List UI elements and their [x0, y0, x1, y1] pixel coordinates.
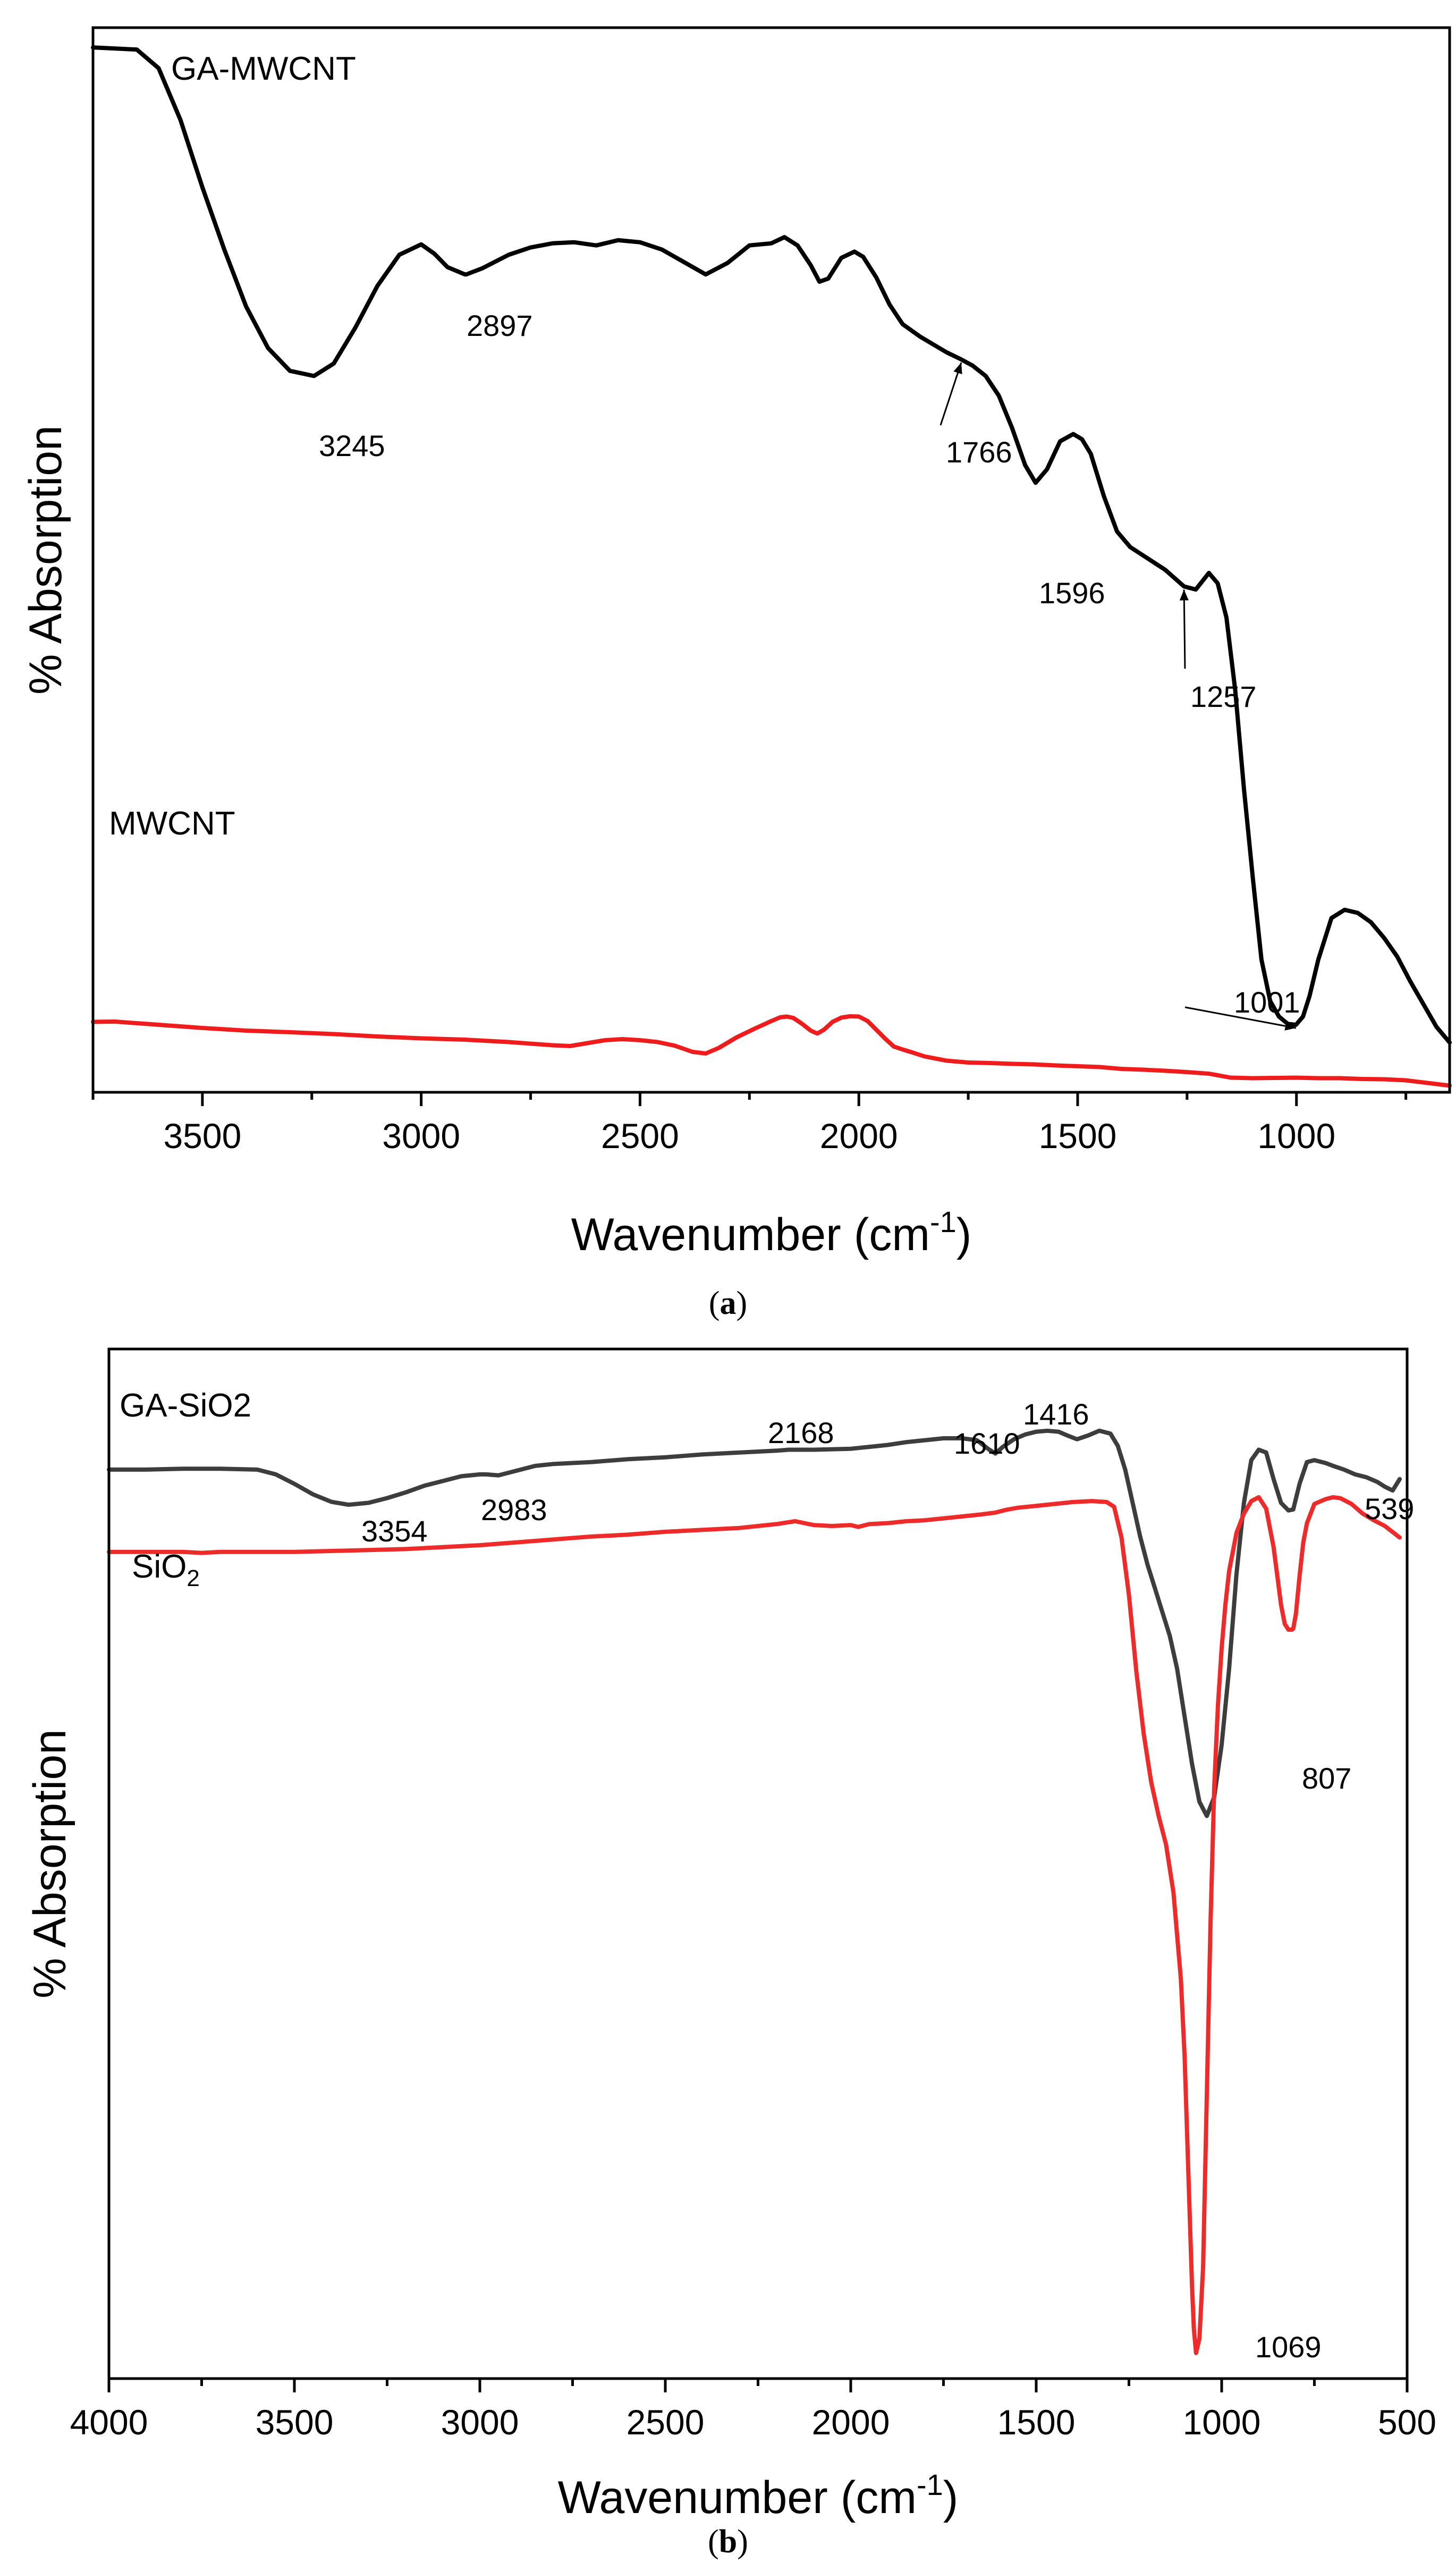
panel-b-x-tick-label-4000: 4000 [70, 2402, 148, 2442]
panel-b-x-axis-label-end: ) [943, 2472, 959, 2523]
annotation-arrowhead-1766 [953, 362, 962, 375]
panel-b-series-line-sio2 [107, 1495, 1402, 2355]
peak-label-1069: 1069 [1255, 2330, 1322, 2364]
panel-a-x-tick-label-1000: 1000 [1257, 1116, 1335, 1156]
panel-a-x-tick-label-2500: 2500 [601, 1116, 679, 1156]
panel-b-x-axis-label-superscript: -1 [917, 2468, 943, 2501]
panel-b-x-tick-label-500: 500 [1378, 2402, 1436, 2442]
peak-label-2983: 2983 [481, 1493, 547, 1527]
panel-a-y-axis-label: % Absorption [20, 425, 71, 695]
panel-a-x-tick-label-2000: 2000 [820, 1116, 898, 1156]
peak-label-1766: 1766 [946, 435, 1012, 469]
annotation-arrow-1257 [1183, 589, 1186, 669]
panel-a-x-axis-label-end: ) [956, 1209, 972, 1260]
peak-label-1596: 1596 [1039, 576, 1105, 610]
peak-label-1610: 1610 [954, 1427, 1020, 1460]
annotation-arrowhead-1257 [1179, 589, 1189, 601]
panel-b-x-tick-label-3500: 3500 [256, 2402, 334, 2442]
panel-a-caption-letter: a [720, 1285, 737, 1321]
panel-b-caption: (b) [708, 2524, 748, 2560]
peak-label-2897: 2897 [467, 309, 533, 342]
panel-a-x-axis-label-main: Wavenumber (cm [571, 1209, 930, 1260]
panel-b-series-line-ga-sio2 [107, 1428, 1402, 1818]
panel-b-series-label-ga-sio2: GA-SiO2 [120, 1387, 251, 1424]
panel-b-x-axis-label: Wavenumber (cm-1) [558, 2468, 959, 2523]
panel-a-x-tick-label-3500: 3500 [163, 1116, 241, 1156]
panel-b-x-axis-label-main: Wavenumber (cm [558, 2472, 917, 2523]
peak-label-2168: 2168 [768, 1416, 834, 1449]
panel-a-x-axis-label: Wavenumber (cm-1) [571, 1205, 972, 1260]
peak-label-1257: 1257 [1190, 680, 1257, 713]
panel-b-x-tick-label-1000: 1000 [1183, 2402, 1261, 2442]
panel-a-x-tick-label-3000: 3000 [382, 1116, 460, 1156]
panel-a-series-line-mwcnt [91, 1014, 1452, 1088]
annotation-arrow-1001 [1184, 1006, 1297, 1029]
panel-a-series-line-ga-mwcnt [91, 45, 1452, 1045]
panel-a: 3245 2897 1766 1596 1257 1001 3500 3000 2500 200… [20, 26, 1452, 1321]
panel-b-y-axis-label: % Absorption [24, 1729, 75, 1999]
peak-label-3245: 3245 [319, 429, 385, 462]
panel-b-x-tick-label-2500: 2500 [627, 2402, 705, 2442]
panel-b-caption-letter: b [719, 2524, 737, 2560]
peak-label-1001: 1001 [1234, 985, 1300, 1019]
panel-a-x-tick-label-1500: 1500 [1039, 1116, 1117, 1156]
panel-a-series-label-mwcnt: MWCNT [109, 805, 235, 842]
peak-label-1416: 1416 [1023, 1397, 1089, 1431]
panel-a-caption: (a) [709, 1285, 747, 1321]
panel-a-series-label-ga-mwcnt: GA-MWCNT [171, 50, 356, 87]
panel-a-plot-frame [91, 26, 1451, 1094]
panel-b-x-tick-label-3000: 3000 [441, 2402, 519, 2442]
panel-a-x-axis-label-superscript: -1 [930, 1205, 956, 1238]
peak-label-3354: 3354 [361, 1514, 428, 1548]
annotation-arrowhead-1001 [1284, 1021, 1296, 1031]
panel-b-x-tick-label-2000: 2000 [812, 2402, 890, 2442]
panel-b-x-tick-label-1500: 1500 [997, 2402, 1076, 2442]
annotation-arrow-1766 [939, 362, 962, 426]
peak-label-807: 807 [1302, 1761, 1351, 1795]
panel-b-series-label-sio2: SiO2 [132, 1548, 200, 1591]
